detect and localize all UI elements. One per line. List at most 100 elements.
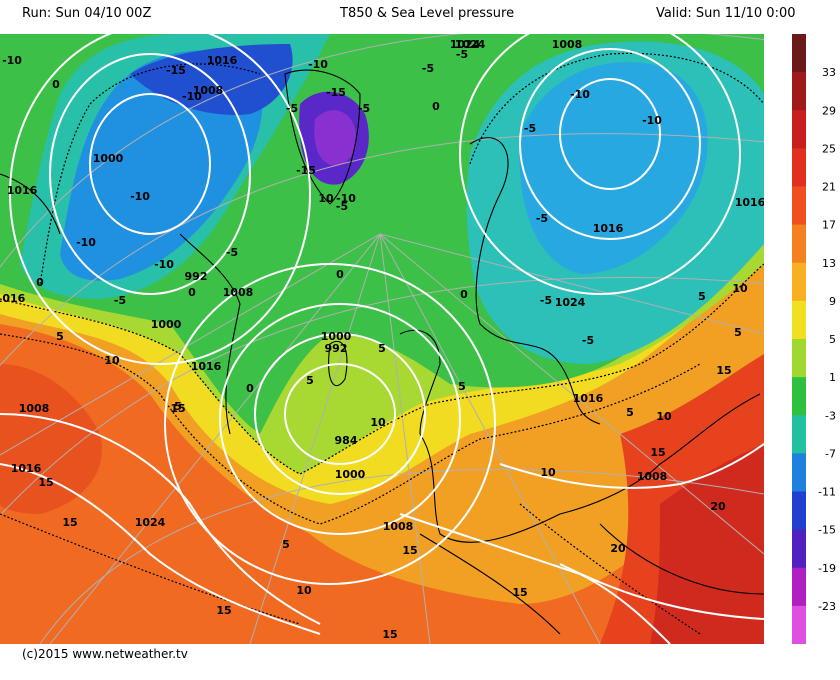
temp-label: 15 xyxy=(650,446,665,459)
temp-label: 5 xyxy=(282,538,290,551)
temp-label: -10 xyxy=(130,190,150,203)
legend-color-band xyxy=(792,186,806,226)
temp-label: 5 xyxy=(378,342,386,355)
temp-label: -5 xyxy=(536,212,548,225)
temp-label: -10 xyxy=(336,192,356,205)
chart-title: T850 & Sea Level pressure xyxy=(340,6,515,21)
legend-color-band xyxy=(792,453,806,492)
temp-label: 15 xyxy=(62,516,77,529)
legend-color-band xyxy=(792,262,806,302)
temp-label: -10 xyxy=(570,88,590,101)
temp-label: 5 xyxy=(174,400,182,413)
temp-label: 5 xyxy=(458,380,466,393)
legend-label: -7 xyxy=(825,447,836,460)
temp-label: -5 xyxy=(114,294,126,307)
pressure-label: 1016 xyxy=(0,292,26,305)
temp-label: 0 xyxy=(432,100,440,113)
temperature-legend: 33 29 25 21 17 13 9 5 1 -3 -7 -11 -15 -19 -23 xyxy=(792,34,836,644)
temp-label: 0 xyxy=(188,286,196,299)
temp-label: 15 xyxy=(38,476,53,489)
temp-label: -5 xyxy=(524,122,536,135)
legend-color-band xyxy=(792,34,806,73)
temp-label: -5 xyxy=(422,62,434,75)
temp-label: 15 xyxy=(402,544,417,557)
pressure-label: 1024 xyxy=(455,38,486,51)
credit-text: (c)2015 www.netweather.tv xyxy=(22,647,188,661)
pressure-label: 1008 xyxy=(193,84,224,97)
temp-label: -10 xyxy=(2,54,22,67)
temp-label: -5 xyxy=(540,294,552,307)
temp-label: 10 xyxy=(318,192,334,205)
temp-label: 15 xyxy=(716,364,731,377)
pressure-label: 1008 xyxy=(552,38,583,51)
temp-label: 0 xyxy=(36,276,44,289)
pressure-label: 1024 xyxy=(555,296,586,309)
temp-label: -10 xyxy=(182,90,202,103)
legend-color-band xyxy=(792,491,806,531)
pressure-label: 1008 xyxy=(637,470,668,483)
legend-label: 13 xyxy=(822,257,836,270)
temp-label: 15 xyxy=(170,402,185,415)
temp-label: -5 xyxy=(456,48,468,61)
pressure-label: 1000 xyxy=(335,468,366,481)
temp-label: 10 xyxy=(296,584,312,597)
pressure-label: 1008 xyxy=(383,520,414,533)
pressure-label: 984 xyxy=(335,434,358,447)
temp-label: 0 xyxy=(460,288,468,301)
temp-label: -5 xyxy=(358,102,370,115)
temp-label: 5 xyxy=(56,330,64,343)
legend-color-band xyxy=(792,605,806,644)
temp-label: 0 xyxy=(336,268,344,281)
temp-label: 5 xyxy=(734,326,742,339)
legend-color-band xyxy=(792,300,806,340)
temp-label: 15 xyxy=(512,586,527,599)
temp-label: 10 xyxy=(732,282,748,295)
temp-label: -5 xyxy=(286,102,298,115)
pressure-label: 1000 xyxy=(93,152,124,165)
temp-label: 20 xyxy=(710,500,726,513)
legend-color-band xyxy=(792,415,806,454)
temp-label: 15 xyxy=(382,628,397,641)
temp-label: -10 xyxy=(308,58,328,71)
legend-label: 21 xyxy=(822,181,836,194)
temp-label: -15 xyxy=(296,164,316,177)
legend-label: 1 xyxy=(829,371,836,384)
temp-label: -15 xyxy=(166,64,186,77)
legend-label: 9 xyxy=(829,295,836,308)
pressure-label: 1016 xyxy=(573,392,604,405)
legend-label: 33 xyxy=(822,66,836,79)
pressure-label: 992 xyxy=(325,342,348,355)
legend-color-band xyxy=(792,110,806,149)
temp-label: 0 xyxy=(246,382,254,395)
temp-label: -10 xyxy=(154,258,174,271)
pressure-label: 1000 xyxy=(321,330,352,343)
legend-color-band xyxy=(792,72,806,111)
pressure-label: 1016 xyxy=(207,54,238,67)
temp-label: -5 xyxy=(336,200,348,213)
run-label: Run: Sun 04/10 00Z xyxy=(22,6,152,21)
legend-label: 17 xyxy=(822,219,836,232)
legend-label: -19 xyxy=(818,562,836,575)
legend-color-band xyxy=(792,567,806,607)
pressure-label: 1000 xyxy=(151,318,182,331)
temp-label: -10 xyxy=(76,236,96,249)
pressure-label: 1008 xyxy=(19,402,50,415)
legend-label: 5 xyxy=(829,333,836,346)
temp-label: 10 xyxy=(540,466,556,479)
legend-color-band xyxy=(792,148,806,187)
legend-label: -23 xyxy=(818,600,836,613)
valid-time-label: Valid: Sun 11/10 0:00 xyxy=(656,6,796,21)
pressure-label: 1024 xyxy=(450,38,481,51)
temp-label: 20 xyxy=(610,542,626,555)
pressure-label: 1016 xyxy=(7,184,38,197)
legend-color-band xyxy=(792,377,806,416)
legend-color-band xyxy=(792,339,806,378)
pressure-label: 992 xyxy=(185,270,208,283)
legend-label: -11 xyxy=(818,486,836,499)
temp-label: 5 xyxy=(698,290,706,303)
pressure-label: 1024 xyxy=(135,516,166,529)
legend-label: 29 xyxy=(822,104,836,117)
temp-label: 10 xyxy=(370,416,386,429)
temp-label: -5 xyxy=(582,334,594,347)
temp-label: 10 xyxy=(104,354,120,367)
